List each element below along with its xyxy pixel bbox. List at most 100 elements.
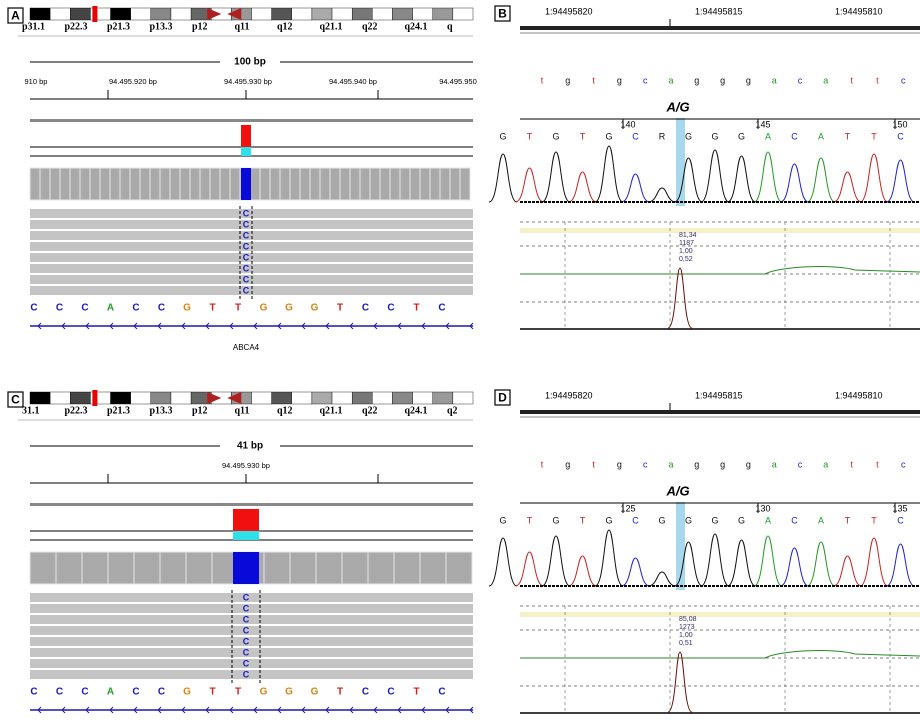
coverage-cell bbox=[190, 168, 200, 200]
coverage-cell bbox=[70, 168, 80, 200]
read bbox=[30, 626, 473, 635]
read-base: C bbox=[243, 219, 250, 229]
read-base: C bbox=[243, 647, 250, 657]
ideogram-marker bbox=[92, 6, 97, 22]
coverage-cell bbox=[82, 552, 108, 584]
scale-label: 41 bp bbox=[237, 441, 263, 452]
called-base: C bbox=[791, 131, 798, 141]
ideogram-band bbox=[332, 392, 352, 404]
position-label: 1:94495810 bbox=[835, 390, 883, 400]
reference-base: t bbox=[876, 459, 879, 469]
variant-label: A/G bbox=[665, 483, 689, 498]
read-base: C bbox=[243, 285, 250, 295]
sequence-base: C bbox=[30, 687, 37, 698]
reference-base: g bbox=[565, 459, 570, 469]
ideogram-band bbox=[131, 392, 151, 404]
called-base: T bbox=[580, 515, 586, 525]
reference-base: g bbox=[720, 459, 725, 469]
sequence-base: G bbox=[183, 303, 191, 314]
figure: Ap31.1p22.3p21.3p13.3p12q11q12q21.1q22q2… bbox=[0, 0, 920, 727]
coverage-cell bbox=[120, 168, 130, 200]
called-base: G bbox=[605, 515, 612, 525]
ideogram-label: p22.3 bbox=[65, 21, 88, 32]
sequence-base: G bbox=[183, 687, 191, 698]
read-base: C bbox=[243, 636, 250, 646]
coverage-cell bbox=[446, 552, 472, 584]
sequence-base: G bbox=[285, 303, 293, 314]
coverage-variant bbox=[233, 552, 259, 584]
reference-base: c bbox=[643, 459, 648, 469]
reference-base: c bbox=[901, 459, 906, 469]
coverage-cell bbox=[210, 168, 220, 200]
ideogram-band bbox=[30, 392, 50, 404]
ideogram-band bbox=[272, 8, 292, 20]
called-base: C bbox=[897, 131, 904, 141]
quality-band bbox=[520, 228, 920, 233]
ideogram-label: p13.3 bbox=[150, 21, 173, 32]
stat-value: 1,00 bbox=[679, 632, 693, 639]
ideogram-label: q bbox=[447, 21, 453, 32]
called-base: T bbox=[871, 515, 877, 525]
trace-peak bbox=[834, 556, 862, 586]
trace-peak bbox=[834, 172, 862, 202]
sequence-base: T bbox=[209, 687, 215, 698]
trace-peak bbox=[516, 168, 544, 202]
sequence-base: G bbox=[260, 687, 268, 698]
reference-base: a bbox=[668, 75, 673, 85]
ideogram-band bbox=[392, 392, 412, 404]
trace-peak bbox=[516, 552, 544, 586]
trace-peak bbox=[781, 548, 809, 586]
trace-peak bbox=[648, 572, 676, 586]
trace-peak bbox=[542, 536, 570, 586]
sequence-base: C bbox=[132, 303, 139, 314]
ideogram-label: 31.1 bbox=[22, 405, 40, 416]
reference-base: t bbox=[592, 459, 595, 469]
ideogram-label: p31.1 bbox=[22, 21, 45, 32]
ideogram-label: q2 bbox=[447, 405, 458, 416]
ideogram-band bbox=[433, 8, 453, 20]
ruler-label: 910 bp bbox=[25, 77, 48, 86]
reference-base: c bbox=[798, 459, 803, 469]
trace-peak bbox=[754, 152, 782, 202]
sequence-base: C bbox=[81, 687, 88, 698]
reference-base: g bbox=[694, 75, 699, 85]
read-base: C bbox=[243, 603, 250, 613]
sequence-base: T bbox=[337, 303, 343, 314]
ideogram-label: q21.1 bbox=[320, 405, 343, 416]
sequence-base: G bbox=[285, 687, 293, 698]
ideogram-band bbox=[413, 392, 433, 404]
coverage-cell bbox=[290, 552, 316, 584]
panel-label: C bbox=[11, 393, 20, 407]
sequence-base: C bbox=[158, 303, 165, 314]
coverage-cell bbox=[410, 168, 420, 200]
called-base: G bbox=[552, 515, 559, 525]
read-base: C bbox=[243, 592, 250, 602]
sequence-base: T bbox=[235, 303, 241, 314]
ideogram-label: p12 bbox=[192, 21, 208, 32]
stat-value: 1187 bbox=[679, 240, 694, 247]
called-base: G bbox=[499, 131, 506, 141]
coverage-cell bbox=[270, 168, 280, 200]
ruler-label: 94.495.940 bp bbox=[329, 77, 377, 86]
sequence-base: G bbox=[260, 303, 268, 314]
quality-line bbox=[520, 267, 920, 274]
coverage-cell bbox=[30, 168, 40, 200]
reference-base: c bbox=[643, 75, 648, 85]
ideogram-band bbox=[372, 392, 392, 404]
ideogram-label: q12 bbox=[277, 21, 293, 32]
reference-base: t bbox=[541, 75, 544, 85]
coverage-cell bbox=[342, 552, 368, 584]
coverage-cell bbox=[150, 168, 160, 200]
read bbox=[30, 637, 473, 646]
ideogram-label: q24.1 bbox=[405, 405, 428, 416]
coverage-cell bbox=[110, 168, 120, 200]
sequence-base: A bbox=[107, 687, 114, 698]
trace-peak bbox=[860, 538, 888, 586]
reference-base: g bbox=[694, 459, 699, 469]
called-base: G bbox=[552, 131, 559, 141]
coverage-cell bbox=[60, 168, 70, 200]
track-bar bbox=[30, 119, 473, 122]
coverage-cell bbox=[300, 168, 310, 200]
called-base: T bbox=[527, 515, 533, 525]
coverage-cell bbox=[200, 168, 210, 200]
